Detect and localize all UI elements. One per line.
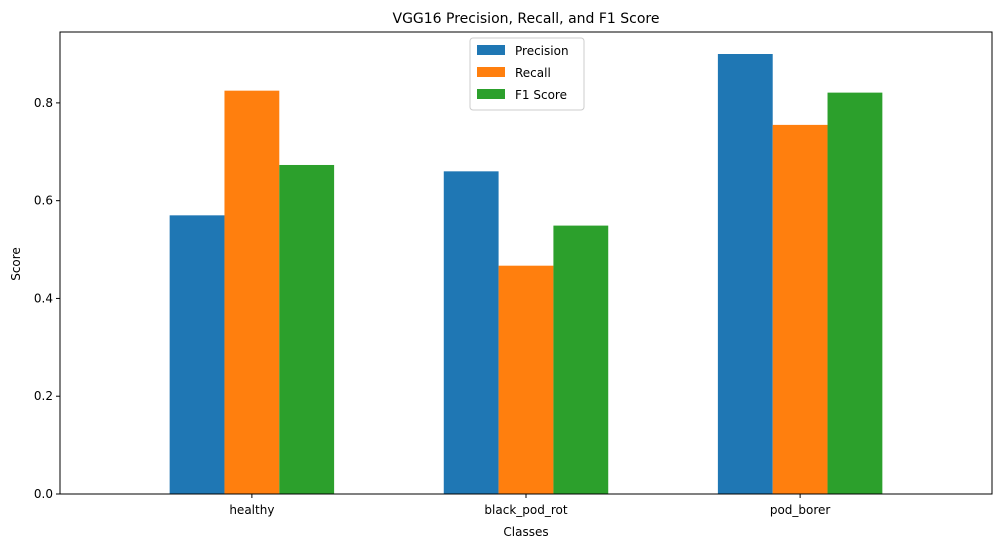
bar-recall-black-pod-rot (498, 265, 554, 494)
legend-label-f1-score: F1 Score (515, 88, 567, 102)
bar-precision-black-pod-rot (443, 171, 499, 495)
bar-f1-score-black-pod-rot (553, 225, 609, 494)
legend-swatch-recall (477, 67, 505, 77)
legend-swatch-f1-score (477, 89, 505, 99)
y-ticks-group: 0.0 0.2 0.4 0.6 0.8 (34, 96, 60, 501)
x-tick-label: pod_borer (770, 503, 831, 517)
legend: Precision Recall F1 Score (469, 37, 585, 111)
bar-f1-score-pod-borer (827, 92, 883, 494)
x-tick-label: black_pod_rot (484, 503, 567, 517)
bar-recall-pod-borer (772, 124, 828, 494)
legend-label-precision: Precision (515, 44, 569, 58)
y-axis-label: Score (9, 247, 23, 281)
legend-swatch-precision (477, 45, 505, 55)
x-ticks-group: healthy black_pod_rot pod_borer (229, 494, 830, 517)
y-tick-label: 0.0 (34, 487, 53, 501)
y-tick-label: 0.2 (34, 389, 53, 403)
bar-precision-healthy (169, 215, 225, 495)
x-axis-label: Classes (503, 525, 548, 539)
legend-label-recall: Recall (515, 66, 551, 80)
bar-f1-score-healthy (279, 164, 335, 494)
x-tick-label: healthy (229, 503, 274, 517)
bars-group (169, 54, 883, 495)
bar-precision-pod-borer (717, 54, 773, 494)
y-tick-label: 0.8 (34, 96, 53, 110)
bar-recall-healthy (224, 90, 280, 495)
y-tick-label: 0.4 (34, 291, 53, 305)
y-tick-label: 0.6 (34, 194, 53, 208)
chart-title: VGG16 Precision, Recall, and F1 Score (393, 11, 660, 27)
